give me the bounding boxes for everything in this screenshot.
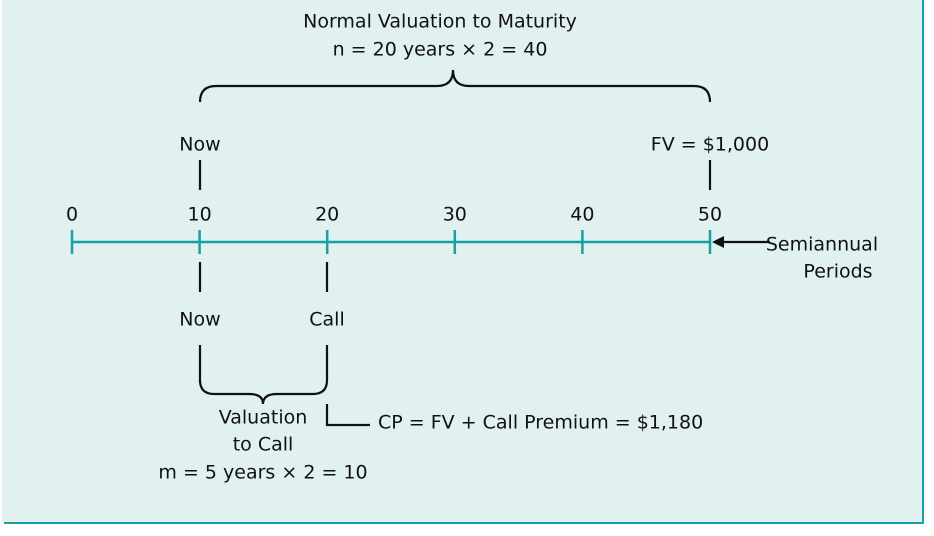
now-label: Now: [179, 309, 220, 331]
axis-label: Semiannual: [766, 234, 878, 256]
call-brace: [198, 345, 329, 405]
tick-label: 10: [188, 204, 212, 226]
tick-label: 0: [66, 204, 78, 226]
tick-label: 40: [570, 204, 594, 226]
call-formula: m = 5 years × 2 = 10: [158, 462, 367, 484]
now-label: Now: [179, 134, 220, 156]
tick-label: 50: [698, 204, 722, 226]
panel: [2, 0, 922, 522]
axis-label: Periods: [803, 261, 872, 283]
tick-label: 20: [315, 204, 339, 226]
title: Normal Valuation to Maturity: [303, 11, 577, 33]
arrow-head: [712, 236, 724, 248]
maturity-brace: [198, 69, 712, 103]
call-valuation: Valuation: [219, 407, 308, 429]
call-label: Call: [309, 309, 344, 331]
fv-label: FV = $1,000: [651, 134, 769, 156]
call-valuation: to Call: [233, 434, 294, 456]
maturity-formula: n = 20 years × 2 = 40: [333, 39, 548, 61]
call-price: CP = FV + Call Premium = $1,180: [378, 412, 703, 434]
tick-label: 30: [443, 204, 467, 226]
connector: [325, 404, 370, 427]
timeline: 0 10 20 30 40 50: [66, 204, 722, 254]
